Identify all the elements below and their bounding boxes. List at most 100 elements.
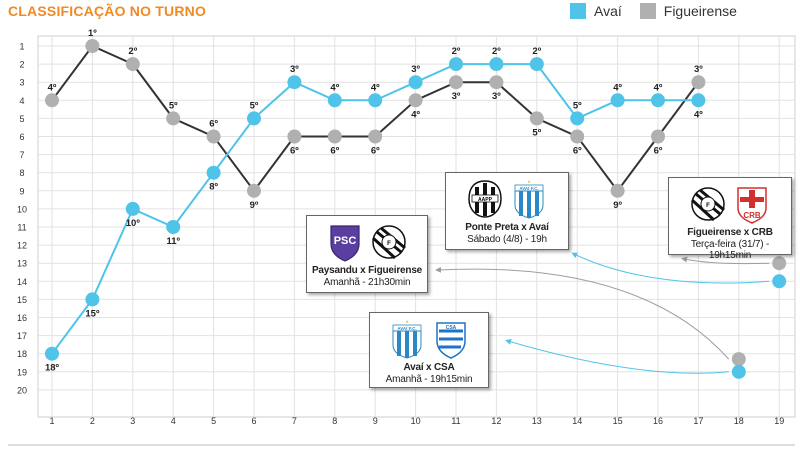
figueirense-extra-point <box>731 352 746 367</box>
svg-text:PSC: PSC <box>334 235 357 247</box>
svg-text:AAPP: AAPP <box>478 197 493 203</box>
svg-text:AVAÍ F.C.: AVAÍ F.C. <box>397 324 416 331</box>
avai-point <box>85 292 100 307</box>
figueirense-point <box>610 183 625 198</box>
figueirense-point <box>529 111 544 126</box>
point-label: 6º <box>654 146 663 157</box>
point-label: 8º <box>209 182 218 193</box>
point-label: 4º <box>694 109 703 120</box>
csa-crest-icon: CSA <box>436 322 466 359</box>
y-tick-label: 10 <box>17 204 27 214</box>
avai-point <box>570 111 585 126</box>
avai-point <box>206 165 221 180</box>
point-label: 5º <box>169 100 178 111</box>
point-label: 3º <box>290 64 299 75</box>
legend-label-avai: Avaí <box>594 3 622 19</box>
point-label: 2º <box>492 46 501 57</box>
point-label: 6º <box>573 146 582 157</box>
avai-point <box>489 57 504 72</box>
x-tick-label: 16 <box>653 416 663 426</box>
connector-avai-18 <box>505 338 729 374</box>
legend-label-figueirense: Figueirense <box>663 3 737 19</box>
point-label: 5º <box>573 100 582 111</box>
match-avai-csa: ★ AVAÍ F.C. CSA Avaí x CSA Amanhã - 19h1… <box>369 312 489 388</box>
figueirense-point <box>691 75 706 90</box>
x-tick-label: 10 <box>411 416 421 426</box>
point-label: 3º <box>694 64 703 75</box>
paysandu-crest-icon: PSC <box>330 225 360 262</box>
legend-swatch-avai <box>570 3 586 19</box>
avai-point <box>45 346 59 361</box>
point-label: 3º <box>411 64 420 75</box>
svg-text:F: F <box>387 241 391 247</box>
avai-point <box>691 93 706 108</box>
x-tick-label: 1 <box>49 416 54 426</box>
point-label: 10º <box>126 218 141 229</box>
legend-swatch-figueirense <box>639 3 656 19</box>
avai-crest-icon: ★ AVAÍ F.C. <box>514 179 544 219</box>
avai-point <box>368 93 383 108</box>
figueirense-point <box>125 57 140 72</box>
figueirense-next-point <box>772 256 787 271</box>
avai-point <box>166 220 181 234</box>
figueirense-point <box>287 129 302 144</box>
svg-text:AVAÍ F.C.: AVAÍ F.C. <box>519 184 538 191</box>
point-label: 4º <box>654 82 663 93</box>
y-tick-label: 16 <box>17 313 27 323</box>
point-label: 2º <box>128 46 137 57</box>
y-tick-label: 14 <box>17 277 27 287</box>
y-tick-label: 19 <box>17 367 27 377</box>
figueirense-point <box>489 75 504 90</box>
avai-extra-point <box>731 364 746 379</box>
y-tick-label: 20 <box>17 385 27 395</box>
y-tick-label: 15 <box>17 295 27 305</box>
figueirense-point <box>449 75 463 90</box>
match-figueirense-crb: F CRB Figueirense x CRB Terça-feira (31/… <box>668 177 792 261</box>
y-tick-label: 9 <box>19 186 24 196</box>
point-label: 9º <box>613 200 622 211</box>
figueirense-crest-icon: F <box>371 225 406 260</box>
point-label: 6º <box>371 146 380 157</box>
point-label: 1º <box>88 28 97 39</box>
match-time: Amanhã - 19h15min <box>385 374 473 385</box>
x-tick-label: 14 <box>572 416 582 426</box>
x-tick-label: 17 <box>693 416 703 426</box>
point-label: 4º <box>48 82 57 93</box>
legend-item-avai: Avaí <box>570 3 622 19</box>
legend-item-figueirense: Figueirense <box>639 3 737 19</box>
point-label: 6º <box>290 146 299 157</box>
x-tick-label: 12 <box>491 416 501 426</box>
svg-text:CSA: CSA <box>446 325 457 331</box>
x-tick-label: 5 <box>211 416 216 426</box>
y-tick-label: 13 <box>17 259 27 269</box>
figueirense-point <box>206 129 221 144</box>
figueirense-point <box>570 129 585 144</box>
point-label: 15º <box>85 308 100 319</box>
point-label: 4º <box>371 82 380 93</box>
avai-point <box>247 111 261 126</box>
svg-text:★: ★ <box>405 319 409 324</box>
x-tick-label: 4 <box>171 416 176 426</box>
figueirense-point <box>368 129 383 144</box>
ponte-preta-crest-icon: AAPP <box>468 180 502 218</box>
match-title: Paysandu x Figueirense <box>311 265 423 276</box>
avai-point <box>287 75 302 90</box>
y-tick-label: 6 <box>19 132 24 142</box>
avai-point <box>408 75 423 90</box>
y-tick-label: 4 <box>19 96 24 106</box>
figueirense-point <box>247 183 261 198</box>
y-tick-label: 17 <box>17 331 27 341</box>
point-label: 4º <box>411 109 420 120</box>
match-time: Sábado (4/8) - 19h <box>467 234 547 245</box>
crb-crest-icon: CRB <box>737 187 767 224</box>
y-tick-label: 8 <box>19 168 24 178</box>
y-tick-label: 18 <box>17 349 27 359</box>
avai-point <box>125 201 140 216</box>
point-label: 5º <box>532 127 541 138</box>
y-tick-label: 2 <box>19 60 24 70</box>
avai-point <box>529 57 544 72</box>
legend: Avaí Figueirense <box>570 3 755 19</box>
point-label: 3º <box>452 91 461 102</box>
chart-title: CLASSIFICAÇÃO NO TURNO <box>8 3 207 19</box>
x-tick-label: 9 <box>373 416 378 426</box>
